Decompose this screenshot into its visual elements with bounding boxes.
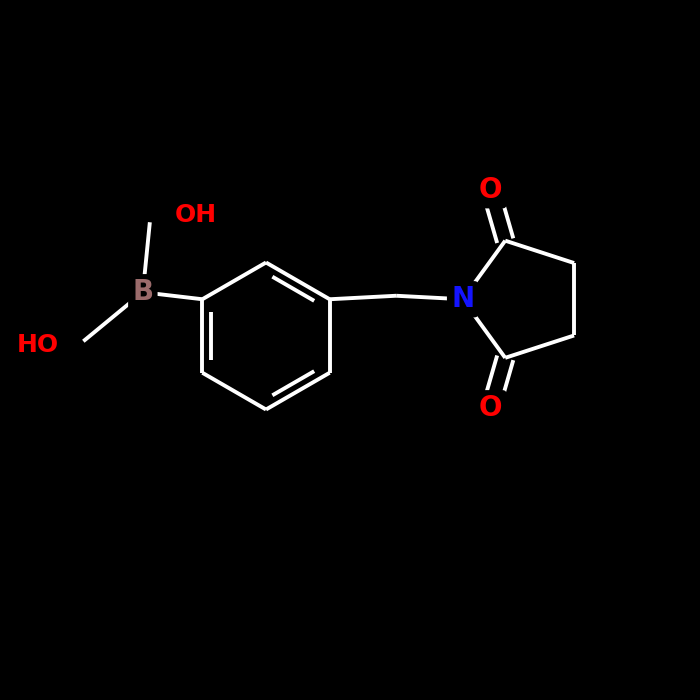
Text: OH: OH: [174, 203, 216, 228]
Text: N: N: [451, 286, 474, 314]
Text: HO: HO: [17, 332, 59, 357]
Text: O: O: [479, 394, 503, 422]
Text: O: O: [479, 176, 503, 204]
Text: B: B: [132, 279, 153, 307]
